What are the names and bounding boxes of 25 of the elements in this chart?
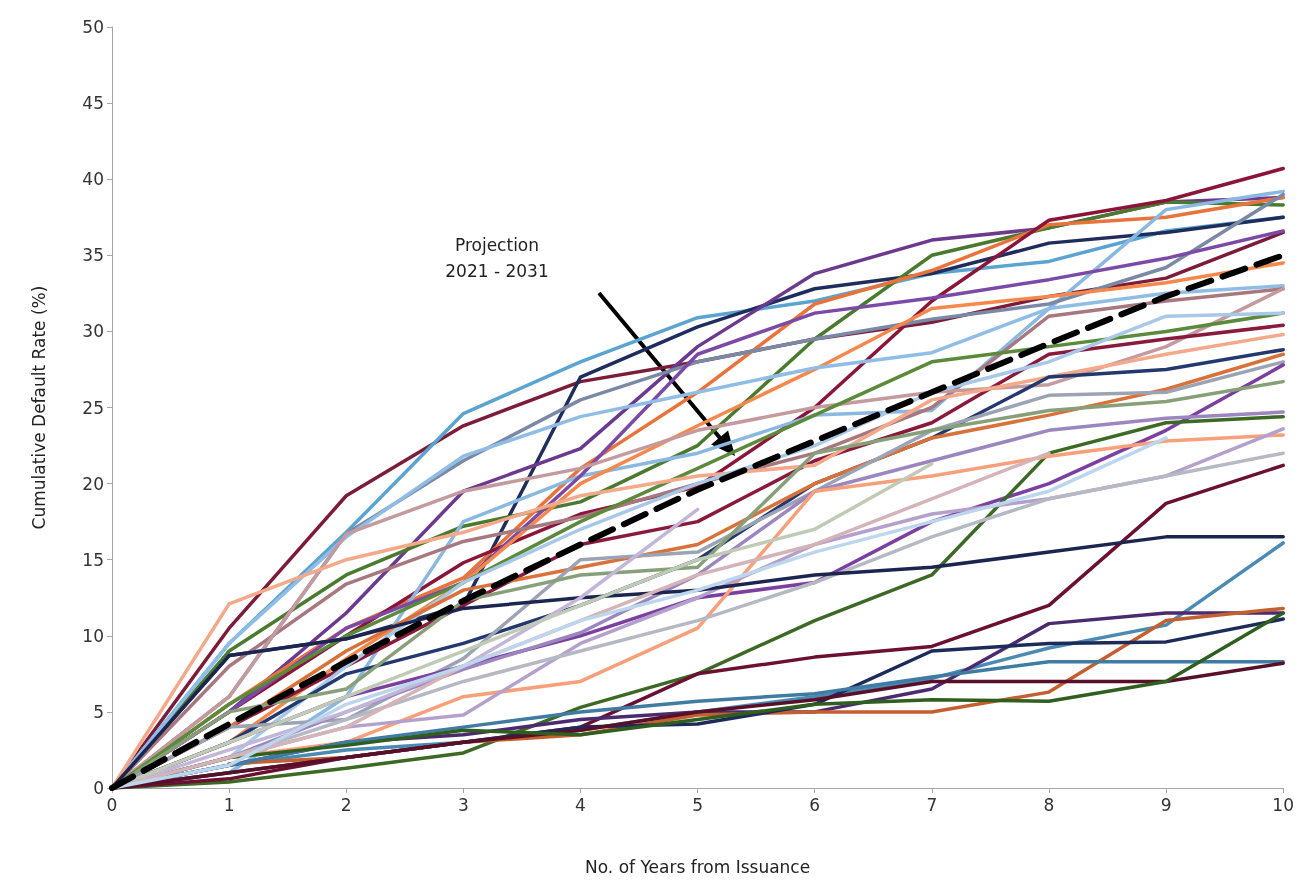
y-tick-label: 20 [82,473,104,494]
y-tick-label: 50 [82,17,104,37]
x-tick-label: 0 [106,794,118,815]
y-axis-title: Cumulative Default Rate (%) [28,285,49,530]
annotation: Projection 2021 - 2031 [445,235,549,281]
x-tick-label: 6 [809,794,821,815]
x-tick-label: 3 [457,794,469,815]
x-tick-label: 2 [340,794,352,815]
y-tick-label: 0 [93,778,104,798]
x-tick-label: 1 [223,794,235,815]
y-tick-label: 15 [82,549,104,570]
y-tick-label: 45 [82,93,104,114]
y-tick-label: 25 [82,397,104,418]
y-tick-label: 30 [82,321,104,342]
y-tick-label: 40 [82,169,104,190]
x-tick-label: 5 [692,794,704,815]
y-tick-label: 5 [93,701,104,722]
x-tick-label: 4 [575,794,586,815]
x-tick-label: 9 [1160,794,1172,815]
x-tick-label: 8 [1043,794,1055,815]
x-axis-title: No. of Years from Issuance [585,856,811,877]
y-tick-label: 10 [82,625,104,646]
x-tick-label: 10 [1272,794,1294,815]
x-tick-label: 7 [926,794,938,815]
y-tick-label: 35 [82,245,104,266]
